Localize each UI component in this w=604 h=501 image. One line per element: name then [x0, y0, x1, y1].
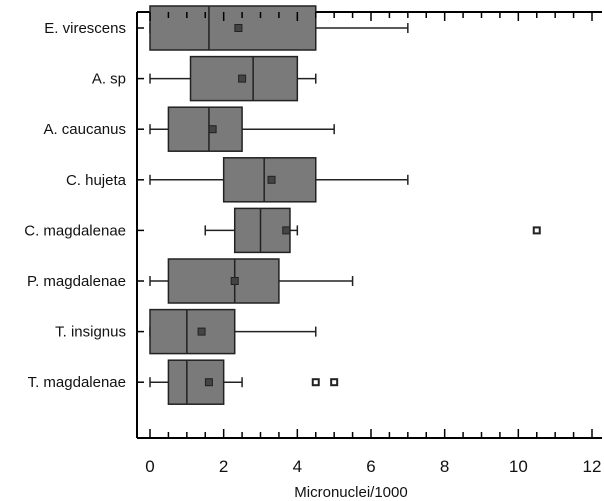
- box-item: [149, 258, 354, 304]
- box-item: [204, 207, 541, 254]
- x-tick-label: 10: [509, 457, 528, 476]
- box-item: [149, 106, 335, 152]
- outlier-point: [330, 378, 339, 387]
- x-tick-label: 2: [219, 457, 228, 476]
- y-axis-labels: E. virescens A. sp A. caucanus C. hujeta C. …: [24, 20, 144, 391]
- x-tick-label: 6: [366, 457, 375, 476]
- box-iqr: [149, 5, 317, 51]
- box-item: [149, 157, 409, 203]
- box-iqr: [167, 359, 225, 405]
- box-group: [149, 5, 541, 405]
- x-axis-title: Micronuclei/1000: [294, 484, 407, 501]
- x-tick-label: 4: [293, 457, 302, 476]
- x-tick-label: 8: [440, 457, 449, 476]
- mean-marker: [204, 378, 213, 387]
- mean-marker: [208, 125, 217, 134]
- mean-marker: [230, 277, 239, 285]
- x-axis: 0 2 4 6 8 10 12: [145, 12, 601, 476]
- category-label: C. magdalenae: [24, 222, 126, 239]
- box-iqr: [149, 308, 236, 355]
- mean-marker: [197, 327, 206, 336]
- category-label: E. virescens: [44, 20, 126, 37]
- category-label: T. insignus: [55, 324, 126, 341]
- box-item: [149, 5, 409, 51]
- category-label: A. caucanus: [43, 121, 126, 138]
- x-tick-label: 12: [583, 457, 602, 476]
- box-item: [149, 308, 317, 355]
- box-iqr: [233, 207, 291, 254]
- x-tick-label: 0: [145, 457, 154, 476]
- mean-marker: [234, 24, 243, 32]
- category-label: P. magdalenae: [27, 273, 126, 290]
- box-item: [149, 55, 317, 102]
- box-iqr: [167, 106, 243, 152]
- outlier-point: [311, 378, 320, 387]
- outlier-point: [532, 226, 541, 235]
- mean-marker: [282, 226, 291, 235]
- box-item: [149, 359, 339, 405]
- category-label: T. magdalenae: [28, 374, 126, 391]
- box-iqr: [167, 258, 280, 304]
- category-label: A. sp: [92, 71, 126, 88]
- mean-marker: [267, 175, 276, 184]
- category-label: C. hujeta: [66, 172, 127, 189]
- mean-marker: [238, 74, 247, 83]
